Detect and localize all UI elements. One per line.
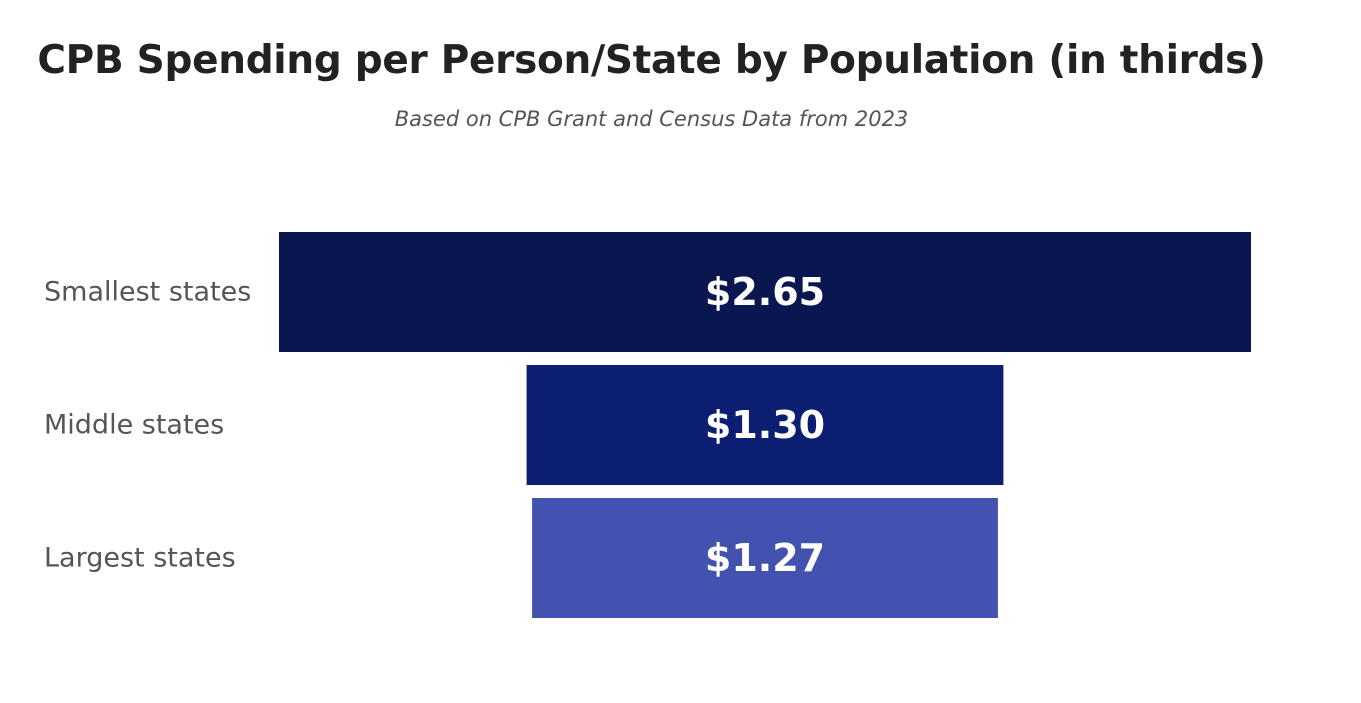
bar-value-label: $2.65: [705, 270, 825, 314]
funnel-bar: [279, 232, 1251, 352]
funnel-bar: [532, 498, 998, 618]
chart-subtitle: Based on CPB Grant and Census Data from …: [394, 107, 909, 131]
bar-value-label: $1.27: [705, 536, 825, 580]
category-label: Middle states: [44, 410, 224, 441]
category-label: Smallest states: [44, 277, 251, 308]
category-label: Largest states: [44, 543, 236, 574]
bar-value-label: $1.30: [705, 403, 825, 447]
chart-title: CPB Spending per Person/State by Populat…: [37, 38, 1266, 83]
funnel-bar: [526, 365, 1004, 485]
